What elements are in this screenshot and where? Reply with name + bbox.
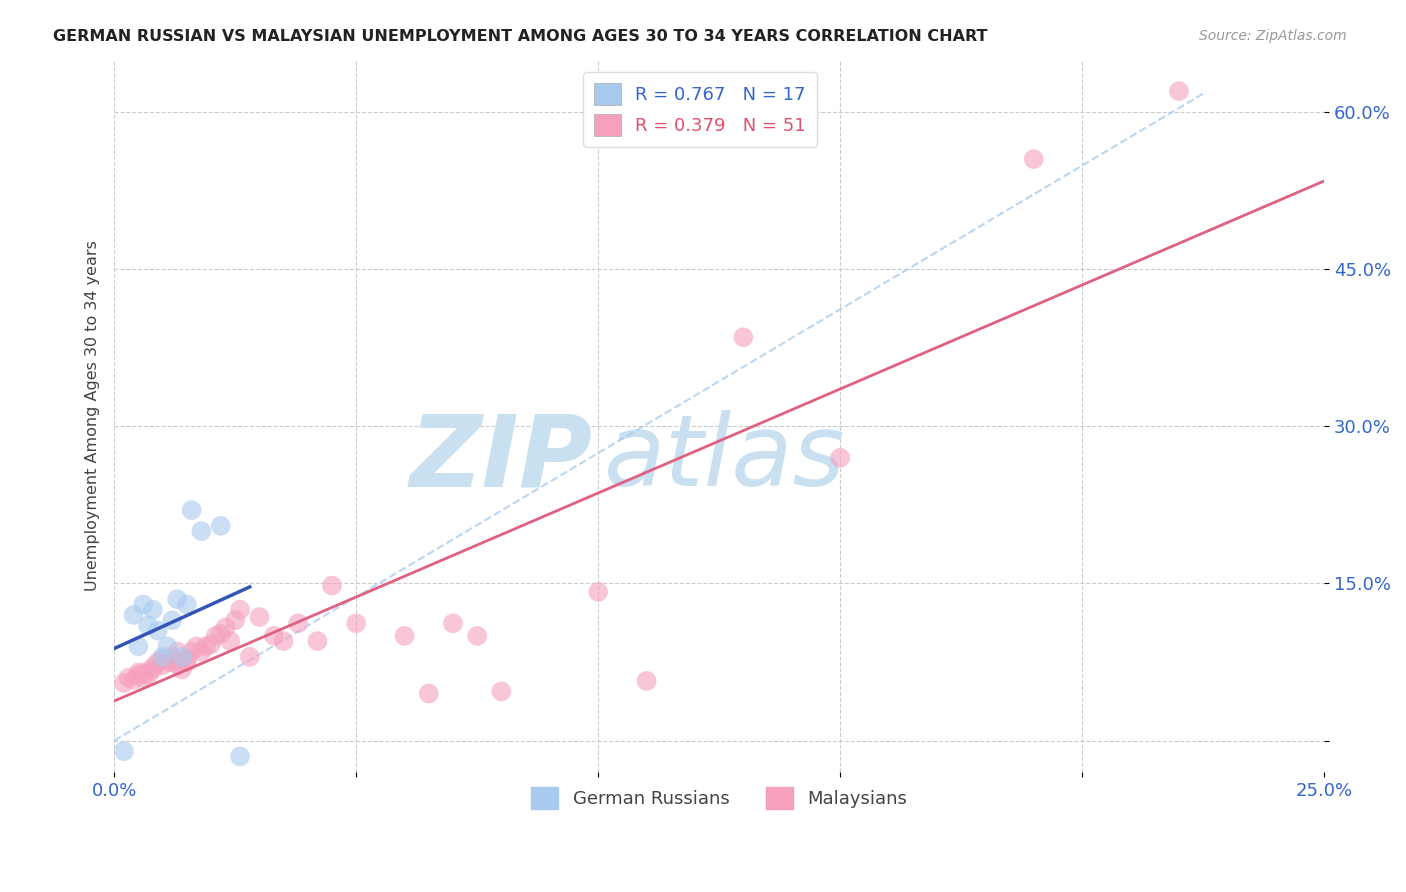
Point: [152, 658, 174, 673]
Point: [465, 629, 488, 643]
Point: [132, 598, 155, 612]
Point: [200, 637, 222, 651]
Point: [162, 613, 184, 627]
Point: [195, 640, 218, 654]
Point: [136, 618, 159, 632]
Point: [162, 655, 184, 669]
Point: [586, 585, 609, 599]
Point: [205, 629, 228, 643]
Point: [190, 644, 212, 658]
Point: [118, 671, 141, 685]
Point: [733, 330, 755, 344]
Point: [263, 629, 285, 643]
Point: [1168, 84, 1191, 98]
Point: [176, 652, 198, 666]
Point: [219, 634, 242, 648]
Point: [180, 503, 202, 517]
Point: [136, 667, 159, 681]
Point: [122, 673, 145, 687]
Point: [142, 662, 165, 676]
Point: [344, 616, 367, 631]
Point: [307, 634, 329, 648]
Legend: German Russians, Malaysians: German Russians, Malaysians: [524, 780, 914, 816]
Text: GERMAN RUSSIAN VS MALAYSIAN UNEMPLOYMENT AMONG AGES 30 TO 34 YEARS CORRELATION C: GERMAN RUSSIAN VS MALAYSIAN UNEMPLOYMENT…: [53, 29, 988, 44]
Point: [190, 524, 212, 538]
Text: ZIP: ZIP: [409, 410, 592, 507]
Point: [146, 624, 169, 638]
Point: [156, 640, 179, 654]
Point: [239, 649, 262, 664]
Point: [229, 602, 252, 616]
Point: [162, 649, 184, 664]
Text: Source: ZipAtlas.com: Source: ZipAtlas.com: [1199, 29, 1347, 43]
Point: [132, 671, 155, 685]
Point: [287, 616, 309, 631]
Point: [156, 655, 179, 669]
Point: [214, 620, 236, 634]
Point: [170, 662, 193, 676]
Point: [830, 450, 852, 465]
Text: atlas: atlas: [605, 410, 846, 507]
Point: [247, 610, 270, 624]
Point: [229, 749, 252, 764]
Point: [127, 668, 149, 682]
Point: [166, 644, 188, 658]
Point: [209, 519, 232, 533]
Point: [142, 602, 165, 616]
Point: [112, 744, 135, 758]
Point: [152, 649, 174, 664]
Point: [127, 640, 149, 654]
Point: [132, 665, 155, 680]
Point: [142, 660, 165, 674]
Point: [176, 655, 198, 669]
Point: [170, 649, 193, 664]
Point: [166, 592, 188, 607]
Point: [491, 684, 513, 698]
Point: [166, 657, 188, 672]
Point: [273, 634, 295, 648]
Point: [224, 613, 246, 627]
Point: [152, 652, 174, 666]
Point: [418, 686, 440, 700]
Point: [122, 607, 145, 622]
Point: [180, 644, 202, 658]
Point: [394, 629, 416, 643]
Y-axis label: Unemployment Among Ages 30 to 34 years: Unemployment Among Ages 30 to 34 years: [86, 241, 100, 591]
Point: [127, 665, 149, 680]
Point: [636, 673, 658, 688]
Point: [186, 640, 208, 654]
Point: [176, 598, 198, 612]
Point: [209, 627, 232, 641]
Point: [321, 578, 343, 592]
Point: [1022, 152, 1045, 166]
Point: [146, 655, 169, 669]
Point: [441, 616, 464, 631]
Point: [112, 676, 135, 690]
